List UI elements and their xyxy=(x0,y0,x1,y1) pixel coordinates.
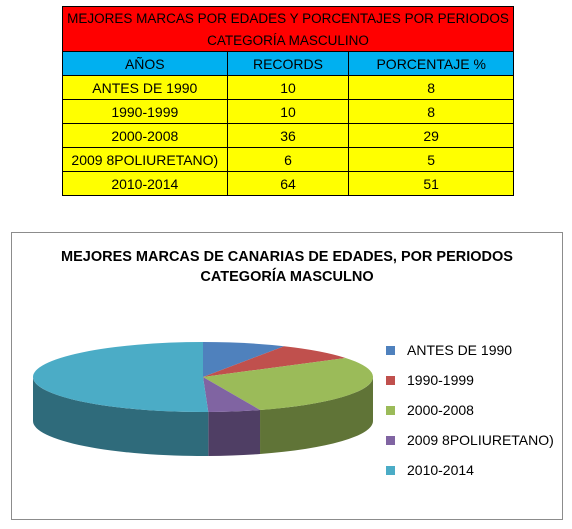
cell-period: 2009 8POLIURETANO) xyxy=(62,147,228,172)
records-table: MEJORES MARCAS POR EDADES Y PORCENTAJES … xyxy=(62,6,514,196)
cell-period: 2010-2014 xyxy=(62,171,228,196)
chart-title: MEJORES MARCAS DE CANARIAS DE EDADES, PO… xyxy=(12,247,562,287)
cell-period: ANTES DE 1990 xyxy=(62,75,228,100)
cell-percentage: 5 xyxy=(348,147,514,172)
table-title-row: CATEGORÍA MASCULINO xyxy=(62,29,514,52)
legend-label: 2009 8POLIURETANO) xyxy=(407,432,554,448)
legend-swatch xyxy=(386,435,395,445)
legend-swatch xyxy=(386,405,395,415)
legend-item: 1990-1999 xyxy=(386,365,554,395)
cell-percentage: 8 xyxy=(348,99,514,124)
table-title-row: MEJORES MARCAS POR EDADES Y PORCENTAJES … xyxy=(62,6,514,29)
cell-period: 1990-1999 xyxy=(62,99,228,124)
legend-label: 2000-2008 xyxy=(407,402,474,418)
legend-item: 2009 8POLIURETANO) xyxy=(386,425,554,455)
table-row: 1990-1999 10 8 xyxy=(62,99,514,124)
header-years: AÑOS xyxy=(62,51,228,76)
pie-slice-side-3 xyxy=(260,377,373,454)
legend-swatch xyxy=(386,375,395,385)
cell-records: 10 xyxy=(226,75,350,100)
cell-records: 64 xyxy=(226,171,350,196)
table-row: 2000-2008 36 29 xyxy=(62,123,514,148)
legend-item: ANTES DE 1990 xyxy=(386,335,554,365)
pie-chart: MEJORES MARCAS DE CANARIAS DE EDADES, PO… xyxy=(11,232,563,520)
pie-slice-4 xyxy=(203,377,261,412)
legend-item: 2010-2014 xyxy=(386,455,554,485)
pie-plot xyxy=(33,342,373,456)
legend-label: 1990-1999 xyxy=(407,372,474,388)
cell-records: 10 xyxy=(226,99,350,124)
cell-records: 36 xyxy=(226,123,350,148)
pie-slice-1 xyxy=(203,342,285,377)
legend-label: 2010-2014 xyxy=(407,462,474,478)
legend-swatch xyxy=(386,465,395,475)
table-title-line2: CATEGORÍA MASCULINO xyxy=(62,29,514,52)
pie-slice-side-5 xyxy=(33,377,209,456)
cell-period: 2000-2008 xyxy=(62,123,228,148)
cell-percentage: 8 xyxy=(348,75,514,100)
legend-swatch xyxy=(386,345,395,355)
chart-legend: ANTES DE 1990 1990-1999 2000-2008 2009 8POL… xyxy=(386,335,554,485)
legend-item: 2000-2008 xyxy=(386,395,554,425)
pie-slice-5 xyxy=(33,342,209,412)
table-title-line1: MEJORES MARCAS POR EDADES Y PORCENTAJES … xyxy=(62,6,514,29)
chart-title-line1: MEJORES MARCAS DE CANARIAS DE EDADES, PO… xyxy=(61,249,513,265)
table-header-row: AÑOS RECORDS PORCENTAJE % xyxy=(62,51,514,76)
cell-percentage: 29 xyxy=(348,123,514,148)
header-percentage: PORCENTAJE % xyxy=(348,51,514,76)
table-row: 2010-2014 64 51 xyxy=(62,171,514,196)
chart-title-line2: CATEGORÍA MASCULNO xyxy=(200,269,374,285)
table-row: 2009 8POLIURETANO) 6 5 xyxy=(62,147,514,172)
table-row: ANTES DE 1990 10 8 xyxy=(62,75,514,100)
pie-slice-side-4 xyxy=(208,409,261,456)
cell-records: 6 xyxy=(226,147,350,172)
pie-slice-2 xyxy=(203,346,346,377)
legend-label: ANTES DE 1990 xyxy=(407,342,513,358)
pie-slice-3 xyxy=(203,357,373,410)
header-records: RECORDS xyxy=(226,51,350,76)
cell-percentage: 51 xyxy=(348,171,514,196)
